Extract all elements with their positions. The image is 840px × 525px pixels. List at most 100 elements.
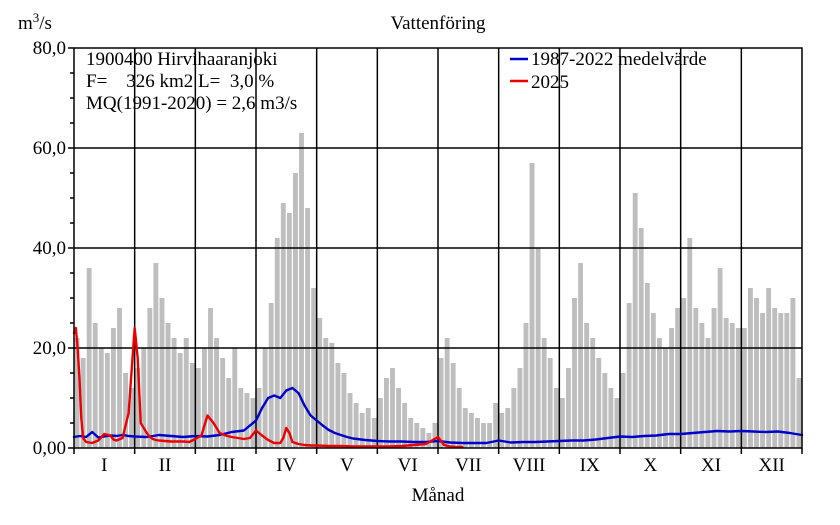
historical-bar xyxy=(123,373,128,448)
historical-bar xyxy=(202,348,207,448)
mean-flow-info: MQ(1991-2020) = 2,6 m3/s xyxy=(86,93,297,114)
historical-bar xyxy=(566,368,571,448)
y-tick-label: 60,0 xyxy=(33,138,66,159)
historical-bar xyxy=(468,413,474,448)
historical-bar xyxy=(444,338,450,448)
historical-bar xyxy=(723,318,729,448)
historical-bar xyxy=(323,338,329,448)
historical-bar xyxy=(329,343,335,448)
historical-range-bars xyxy=(74,133,802,448)
plot-area-frame xyxy=(73,47,803,449)
historical-bar xyxy=(754,298,759,448)
month-label: VI xyxy=(398,455,418,476)
historical-bar xyxy=(632,193,638,448)
historical-bar xyxy=(92,323,98,448)
historical-bar xyxy=(341,373,347,448)
historical-bar xyxy=(208,308,213,448)
month-label: III xyxy=(216,455,235,476)
historical-bar xyxy=(74,338,80,448)
historical-bar xyxy=(226,378,232,448)
historical-bar xyxy=(104,353,110,448)
historical-bar xyxy=(644,283,650,448)
historical-bar xyxy=(620,373,626,448)
historical-bar xyxy=(111,328,116,448)
historical-bar xyxy=(232,348,238,448)
y-axis-ticks: 0,00 20,0 40,0 60,0 80,0 xyxy=(33,38,74,459)
historical-bar xyxy=(420,428,426,448)
y-axis-unit-exponent: 3 xyxy=(33,10,40,25)
historical-bar xyxy=(766,288,772,448)
catchment-info: F= 326 km2 L= 3,0 % xyxy=(86,71,274,92)
historical-bar xyxy=(663,348,668,448)
historical-bar xyxy=(729,323,735,448)
historical-bar xyxy=(675,308,681,448)
historical-bar xyxy=(293,173,298,448)
historical-bar xyxy=(553,388,559,448)
historical-bar xyxy=(414,423,420,448)
historical-bar xyxy=(377,398,383,448)
month-label: VIII xyxy=(513,455,546,476)
historical-bar xyxy=(475,418,480,448)
historical-bar xyxy=(305,208,310,448)
historical-bar xyxy=(165,323,171,448)
historical-bar xyxy=(511,388,517,448)
historical-bar xyxy=(311,288,317,448)
historical-bar xyxy=(353,403,359,448)
month-label: II xyxy=(159,455,172,476)
month-label: IV xyxy=(276,455,296,476)
historical-bar xyxy=(669,328,674,448)
month-label: XII xyxy=(758,455,784,476)
historical-bar xyxy=(129,388,135,448)
historical-bar xyxy=(280,203,286,448)
historical-bar xyxy=(735,328,741,448)
historical-bar xyxy=(711,308,717,448)
historical-bar xyxy=(432,423,438,448)
historical-bar xyxy=(590,338,596,448)
historical-bar xyxy=(638,228,644,448)
x-axis-label: Månad xyxy=(412,485,465,506)
historical-bar xyxy=(450,363,456,448)
historical-bar xyxy=(396,388,401,448)
mean-line xyxy=(72,386,804,445)
historical-bar xyxy=(117,308,122,448)
legend-current-label: 2025 xyxy=(531,72,569,93)
series-lines xyxy=(72,326,804,449)
historical-bar xyxy=(608,388,614,448)
historical-bar xyxy=(796,378,802,448)
historical-bar xyxy=(584,323,590,448)
historical-bar xyxy=(256,388,262,448)
historical-bar xyxy=(717,268,723,448)
month-label: V xyxy=(340,455,354,476)
historical-bar xyxy=(359,413,365,448)
historical-bar xyxy=(268,303,274,448)
historical-bar xyxy=(760,313,765,448)
historical-bar xyxy=(384,378,389,448)
historical-bar xyxy=(657,338,662,448)
historical-bar xyxy=(778,313,784,448)
historical-bar xyxy=(572,298,577,448)
historical-bar xyxy=(135,368,141,448)
historical-bar xyxy=(86,268,92,448)
historical-bar xyxy=(602,373,608,448)
chart-title: Vattenföring xyxy=(391,13,486,34)
historical-bar xyxy=(80,358,86,448)
historical-bar xyxy=(317,318,323,448)
historical-bar xyxy=(147,308,153,448)
historical-bar xyxy=(687,238,693,448)
historical-bar xyxy=(505,408,511,448)
historical-bar xyxy=(614,398,620,448)
historical-bar xyxy=(335,363,341,448)
historical-bar xyxy=(220,358,226,448)
historical-bar xyxy=(171,338,177,448)
historical-bar xyxy=(153,263,159,448)
historical-bar xyxy=(493,403,499,448)
historical-bar xyxy=(456,388,462,448)
historical-bar xyxy=(244,393,250,448)
y-tick-label: 0,00 xyxy=(33,438,66,459)
historical-bar xyxy=(741,328,747,448)
y-tick-label: 20,0 xyxy=(33,338,66,359)
historical-bar xyxy=(705,338,711,448)
historical-bar xyxy=(183,338,189,448)
historical-bar xyxy=(195,368,201,448)
